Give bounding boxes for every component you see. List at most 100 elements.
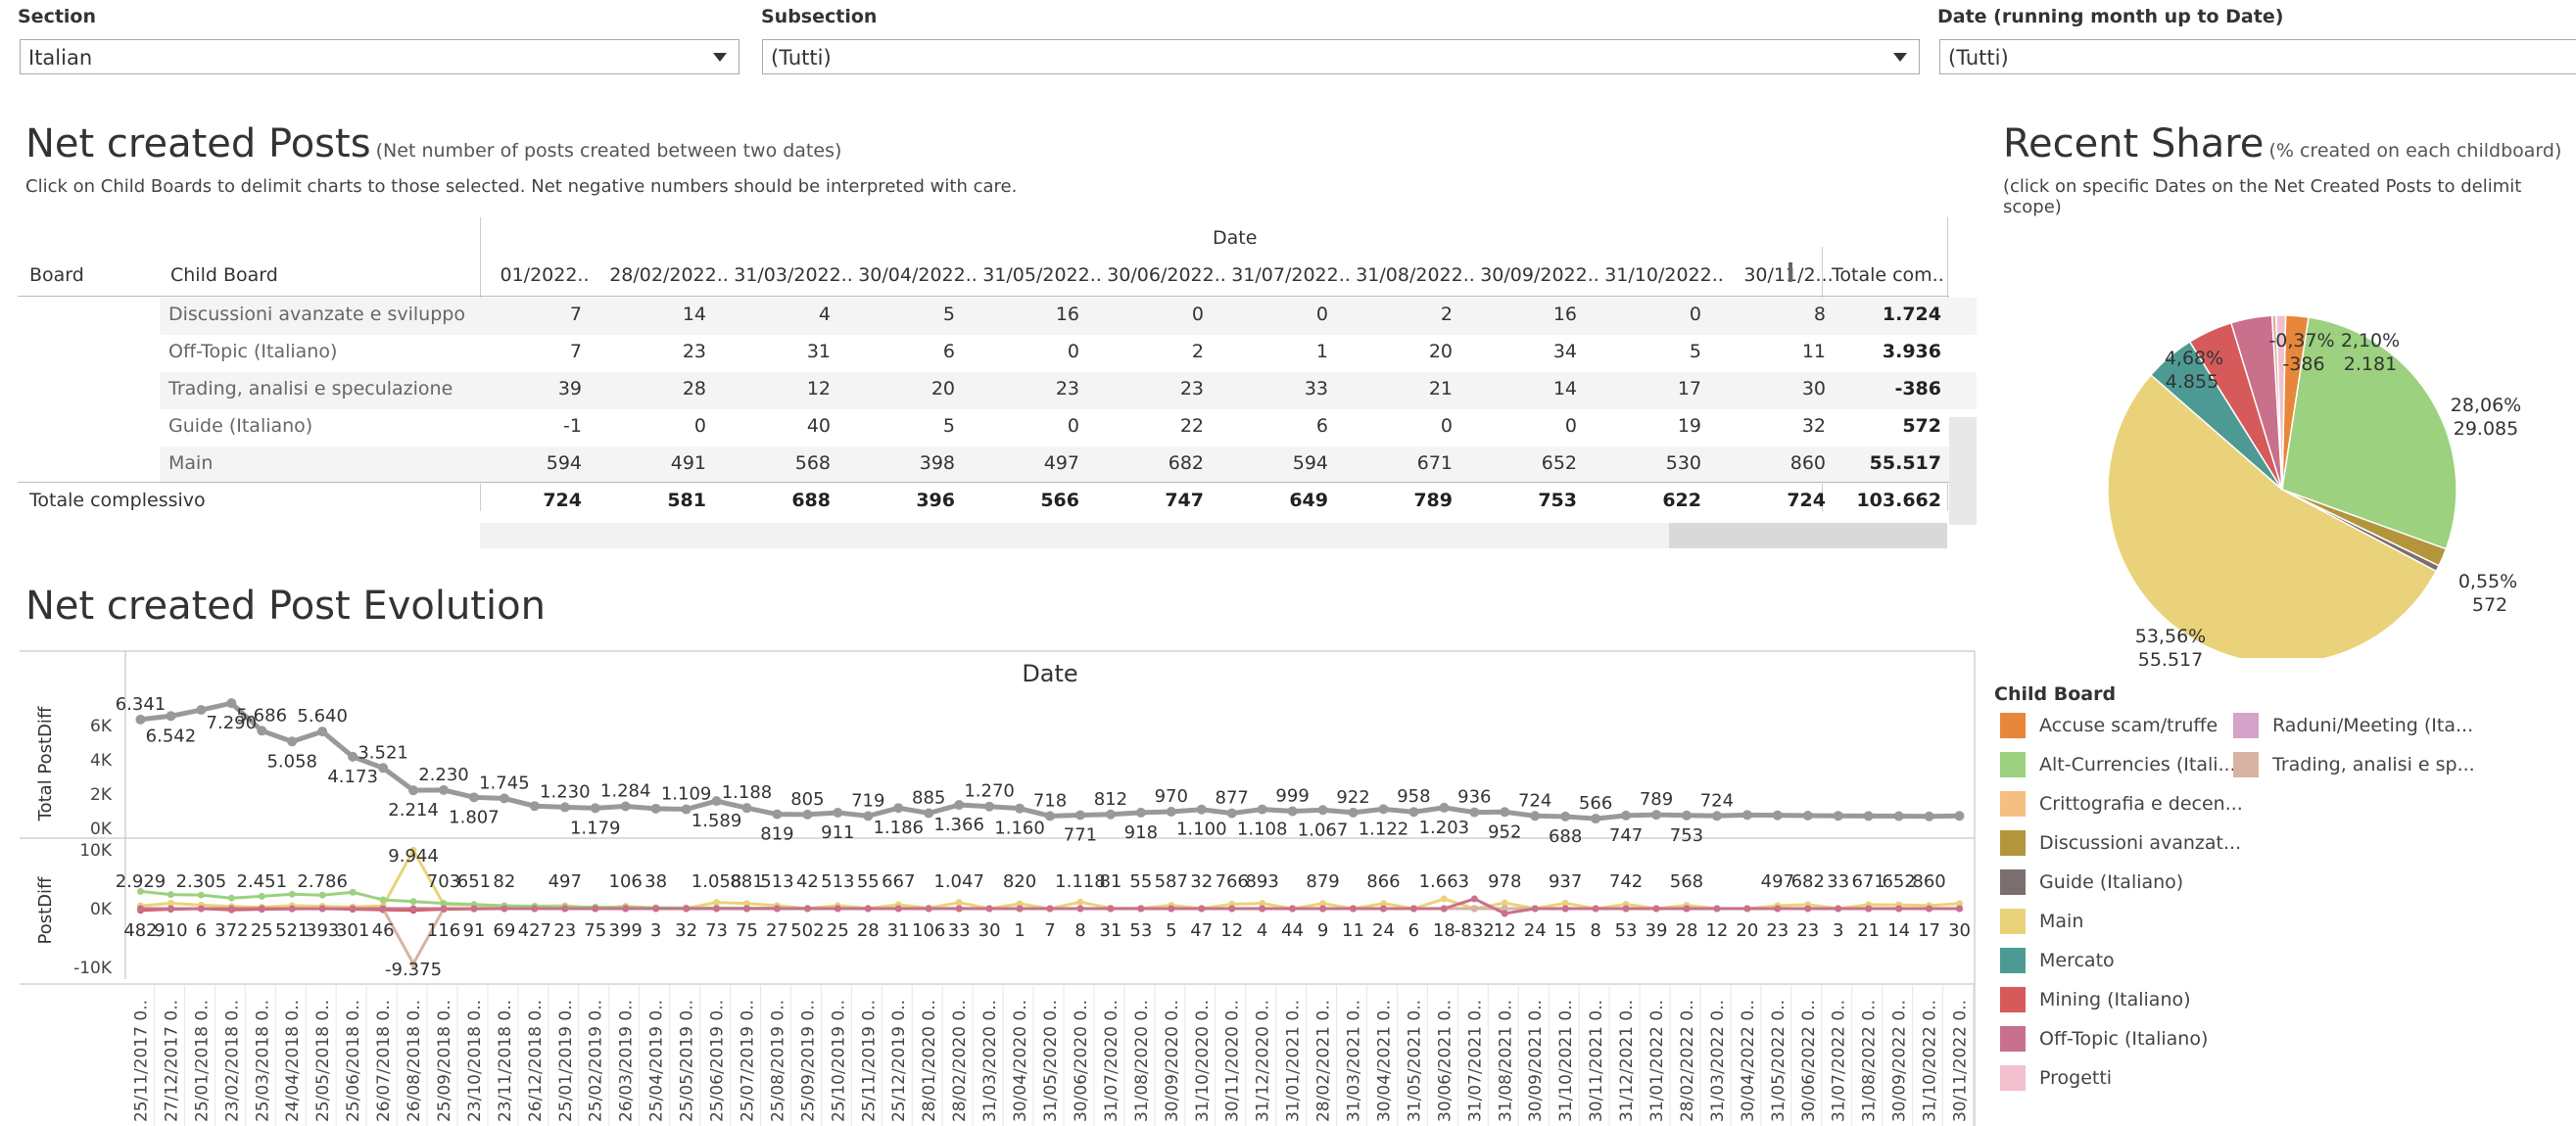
postdiff-series-point[interactable] <box>1137 905 1145 913</box>
value-cell[interactable]: 0 <box>1067 415 1079 437</box>
legend-item-label[interactable]: Crittografia e decen... <box>2039 793 2243 815</box>
total-cell[interactable]: 1.724 <box>1882 304 1941 325</box>
total-postdiff-point[interactable] <box>924 808 934 819</box>
legend-item-label[interactable]: Trading, analisi e sp... <box>2272 754 2475 775</box>
postdiff-series-point[interactable] <box>1259 900 1266 908</box>
value-cell[interactable]: 17 <box>1677 378 1701 399</box>
postdiff-series-point[interactable] <box>1652 905 1660 913</box>
legend-item-label[interactable]: Alt-Currencies (Itali... <box>2039 754 2236 775</box>
postdiff-series-point[interactable] <box>1865 905 1873 913</box>
postdiff-series-point[interactable] <box>136 905 144 913</box>
postdiff-series-point[interactable] <box>318 891 326 899</box>
value-cell[interactable]: 22 <box>1179 415 1204 437</box>
subsection-select[interactable]: (Tutti) <box>762 39 1920 74</box>
postdiff-series-point[interactable] <box>227 905 235 913</box>
postdiff-series-point[interactable] <box>318 905 326 913</box>
crosstab-date-col[interactable]: 31/08/2022.. <box>1356 264 1475 286</box>
childboard-cell[interactable]: Guide (Italiano) <box>168 415 313 437</box>
value-cell[interactable]: 30 <box>1801 378 1826 399</box>
postdiff-series-point[interactable] <box>1804 905 1812 913</box>
total-postdiff-point[interactable] <box>408 785 419 796</box>
value-cell[interactable]: 594 <box>1292 452 1328 474</box>
postdiff-series-point[interactable] <box>409 905 417 913</box>
total-postdiff-point[interactable] <box>1711 811 1722 821</box>
total-postdiff-point[interactable] <box>1074 810 1085 821</box>
legend-item-label[interactable]: Mining (Italiano) <box>2039 989 2191 1010</box>
value-cell[interactable]: 6 <box>942 341 955 362</box>
value-cell[interactable]: 594 <box>546 452 582 474</box>
net-posts-crosstab[interactable]: Date Board Child Board 01/2022.. 28/02/2022.… <box>18 217 1977 555</box>
postdiff-series-point[interactable] <box>683 905 691 913</box>
postdiff-series-point[interactable] <box>1409 905 1417 913</box>
crosstab-date-col[interactable]: 31/07/2022.. <box>1231 264 1351 286</box>
total-postdiff-point[interactable] <box>1591 814 1601 824</box>
grand-total-cell[interactable]: 622 <box>1662 490 1701 511</box>
crosstab-date-col[interactable]: 30/09/2022.. <box>1480 264 1599 286</box>
value-cell[interactable]: 530 <box>1665 452 1701 474</box>
total-postdiff-point[interactable] <box>1317 805 1328 816</box>
pie-slice[interactable] <box>2281 316 2457 550</box>
legend-swatch[interactable] <box>2000 987 2026 1012</box>
value-cell[interactable]: 0 <box>693 415 706 437</box>
total-postdiff-point[interactable] <box>1924 811 1934 821</box>
grand-total-cell[interactable]: 789 <box>1413 490 1453 511</box>
total-postdiff-point[interactable] <box>590 803 600 814</box>
postdiff-series-point[interactable] <box>1956 905 1964 913</box>
postdiff-series-point[interactable] <box>773 905 781 913</box>
total-postdiff-point[interactable] <box>317 727 328 737</box>
sort-icon[interactable] <box>1789 262 1806 282</box>
postdiff-series-point[interactable] <box>409 960 417 967</box>
postdiff-series-point[interactable] <box>834 905 841 913</box>
grand-total-cell[interactable]: 649 <box>1289 490 1328 511</box>
postdiff-series-point[interactable] <box>1350 905 1358 913</box>
postdiff-series-point[interactable] <box>288 890 296 898</box>
total-postdiff-point[interactable] <box>650 803 661 814</box>
value-cell[interactable]: 16 <box>1552 304 1577 325</box>
total-postdiff-point[interactable] <box>1893 811 1904 821</box>
postdiff-series-point[interactable] <box>561 905 569 913</box>
childboard-cell[interactable]: Off-Topic (Italiano) <box>168 341 338 362</box>
total-postdiff-point[interactable] <box>348 751 358 762</box>
postdiff-series-point[interactable] <box>258 905 265 913</box>
value-cell[interactable]: 491 <box>670 452 706 474</box>
legend-item-label[interactable]: Progetti <box>2039 1067 2113 1089</box>
total-postdiff-point[interactable] <box>529 801 540 812</box>
value-cell[interactable]: 16 <box>1055 304 1079 325</box>
crosstab-date-col[interactable]: 31/05/2022.. <box>982 264 1102 286</box>
value-cell[interactable]: 4 <box>818 304 831 325</box>
postdiff-series-point[interactable] <box>1592 905 1599 913</box>
value-cell[interactable]: 497 <box>1043 452 1079 474</box>
postdiff-series-point[interactable] <box>258 892 265 900</box>
total-postdiff-point[interactable] <box>559 802 570 813</box>
total-postdiff-point[interactable] <box>287 736 298 747</box>
total-postdiff-point[interactable] <box>438 784 449 795</box>
postdiff-series-point[interactable] <box>1683 905 1691 913</box>
postdiff-series-point[interactable] <box>1501 910 1508 917</box>
total-postdiff-point[interactable] <box>1226 808 1237 819</box>
total-postdiff-point[interactable] <box>1287 806 1298 817</box>
value-cell[interactable]: 20 <box>930 378 955 399</box>
total-postdiff-point[interactable] <box>1469 807 1480 818</box>
value-cell[interactable]: -1 <box>563 415 582 437</box>
total-postdiff-point[interactable] <box>1863 811 1874 821</box>
value-cell[interactable]: 0 <box>1191 304 1204 325</box>
postdiff-series-point[interactable] <box>167 900 174 908</box>
legend-item-label[interactable]: Mercato <box>2039 950 2115 971</box>
value-cell[interactable]: 28 <box>682 378 706 399</box>
value-cell[interactable]: 682 <box>1168 452 1204 474</box>
value-cell[interactable]: 23 <box>1179 378 1204 399</box>
postdiff-series-point[interactable] <box>1259 905 1266 913</box>
total-postdiff-point[interactable] <box>1530 811 1541 821</box>
value-cell[interactable]: 652 <box>1541 452 1577 474</box>
grand-total-cell[interactable]: 724 <box>1787 490 1826 511</box>
postdiff-series-point[interactable] <box>742 905 750 913</box>
evolution-chart[interactable]: Date Total PostDiff 6K 4K 2K 0K 6.341 6.542 7.29… <box>0 646 1988 1126</box>
postdiff-series-point[interactable] <box>894 905 902 913</box>
value-cell[interactable]: 5 <box>1689 341 1701 362</box>
total-postdiff-point[interactable] <box>226 698 237 709</box>
total-postdiff-point[interactable] <box>893 803 904 814</box>
value-cell[interactable]: 23 <box>682 341 706 362</box>
postdiff-series-point[interactable] <box>1379 900 1387 908</box>
postdiff-series-point[interactable] <box>1926 905 1933 913</box>
postdiff-series-point[interactable] <box>592 905 599 913</box>
